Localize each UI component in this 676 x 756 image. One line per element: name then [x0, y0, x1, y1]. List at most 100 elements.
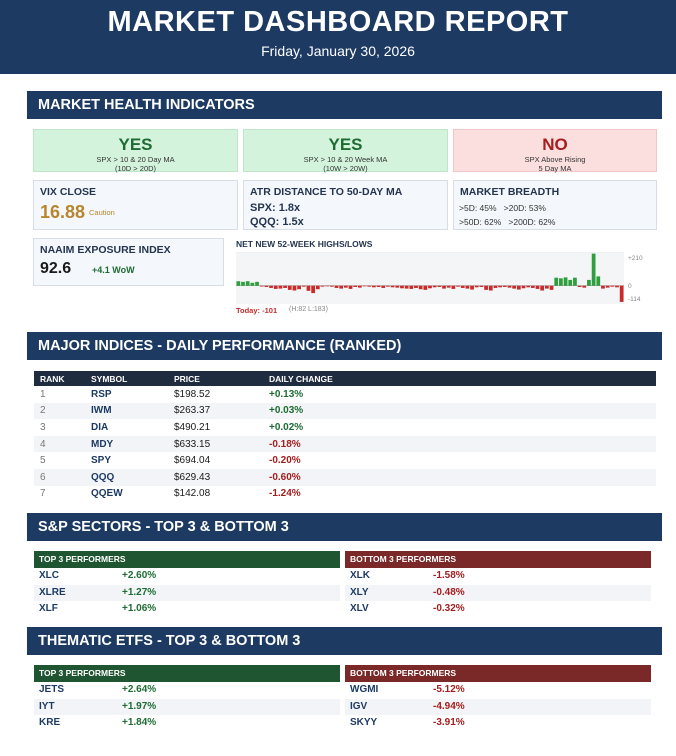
signal-value: YES [328, 135, 363, 154]
atr-qqq: QQQ: 1.5x [250, 216, 304, 228]
signal-desc-sub: (10W > 20W) [323, 164, 368, 173]
highs-lows-label: NET NEW 52-WEEK HIGHS/LOWS [236, 239, 373, 249]
naaim-card: NAAIM EXPOSURE INDEX 92.6 +4.1 WoW [33, 238, 224, 286]
highs-lows-bar [339, 285, 344, 289]
table-row: 3 DIA $490.21 +0.02% [34, 419, 656, 436]
symbol: XLY [350, 586, 369, 598]
price-cell: $633.15 [168, 435, 263, 453]
symbol-cell: QQEW [91, 488, 123, 500]
highs-lows-today: Today: -101 [236, 306, 278, 315]
change-cell: -0.18% [263, 435, 656, 453]
highs-lows-bar [400, 285, 404, 289]
atr-spx: SPX: 1.8x [250, 202, 301, 214]
symbol: SKYY [350, 717, 378, 728]
change: -3.91% [433, 717, 465, 728]
highs-lows-bar [241, 281, 245, 286]
table-row: 1 RSP $198.52 +0.13% [34, 386, 656, 403]
highs-lows-bar [568, 279, 573, 286]
highs-lows-bar [376, 285, 381, 287]
highs-lows-bar [451, 285, 456, 289]
rank-cell: 4 [34, 435, 85, 453]
thematic-top-list: JETS +2.64% IYT +1.97% KRE +1.84% [34, 682, 340, 732]
highs-lows-bar [236, 281, 241, 286]
highs-lows-bar [456, 285, 460, 287]
highs-lows-bar [470, 285, 474, 290]
col-change: DAILY CHANGE [263, 371, 656, 386]
highs-lows-bar [526, 285, 531, 288]
highs-lows-bar [479, 285, 484, 287]
list-item: IGV -4.94% [345, 698, 651, 715]
symbol: XLF [39, 603, 58, 614]
highs-lows-bar [255, 281, 259, 286]
change: -5.12% [433, 684, 465, 695]
highs-lows-bar [601, 285, 605, 289]
highs-lows-bar [488, 285, 493, 291]
symbol-cell: IWM [85, 402, 168, 420]
highs-lows-bar [563, 277, 568, 286]
highs-lows-bar [250, 282, 255, 286]
change: +1.84% [122, 717, 157, 728]
change: -4.94% [433, 700, 465, 712]
breadth-short: >5D: 45% >20D: 53% [459, 203, 546, 213]
symbol: WGMI [350, 684, 379, 695]
sectors-top-header: TOP 3 PERFORMERS [34, 551, 340, 568]
highs-lows-bar [278, 285, 283, 289]
highs-lows-bar [409, 285, 414, 289]
rank-cell: 2 [34, 402, 85, 420]
list-item: XLY -0.48% [345, 584, 651, 601]
change: +2.64% [122, 684, 157, 695]
change: -1.58% [433, 570, 465, 581]
highs-lows-bar [540, 285, 545, 291]
change-cell: -0.60% [263, 468, 656, 486]
thematic-bottom-header: BOTTOM 3 PERFORMERS [345, 665, 651, 682]
highs-lows-bar [432, 285, 437, 288]
atr-label: ATR DISTANCE TO 50-DAY MA [250, 186, 403, 198]
chart-background [236, 252, 624, 304]
highs-lows-chart: +210 0 -114 [236, 252, 643, 304]
symbol-cell: MDY [85, 435, 168, 453]
highs-lows-bar [381, 285, 386, 288]
highs-lows-bar [306, 285, 311, 291]
atr-card: ATR DISTANCE TO 50-DAY MA SPX: 1.8x QQQ:… [243, 180, 448, 230]
highs-lows-bar [530, 285, 535, 288]
highs-lows-bar [311, 285, 315, 294]
highs-lows-bar [315, 285, 320, 290]
highs-lows-bar [498, 285, 502, 288]
highs-lows-bar [264, 285, 269, 287]
change-cell: +0.02% [269, 421, 304, 433]
highs-lows-bar [582, 285, 587, 288]
highs-lows-bar [535, 285, 540, 289]
highs-lows-bar [418, 285, 423, 290]
rank-cell: 6 [34, 468, 85, 486]
rank-cell: 7 [40, 488, 46, 500]
breadth-long: >50D: 62% >200D: 62% [459, 217, 556, 227]
change: +2.60% [122, 570, 157, 581]
report-title: MARKET DASHBOARD REPORT [107, 6, 569, 38]
highs-lows-bar [292, 285, 297, 291]
rank-cell: 3 [40, 421, 46, 433]
price-cell: $490.21 [174, 421, 211, 433]
vix-note: Caution [89, 208, 115, 217]
list-item: XLV -0.32% [345, 601, 651, 618]
symbol: IYT [39, 700, 55, 712]
col-price: PRICE [168, 371, 263, 386]
highs-lows-range: (H:82 L:183) [289, 306, 328, 313]
table-row: 6 QQQ $629.43 -0.60% [34, 468, 656, 486]
symbol: XLRE [39, 586, 66, 598]
highs-lows-bar [329, 285, 334, 287]
col-rank: RANK [34, 371, 85, 386]
price-cell: $694.04 [174, 455, 211, 467]
highs-lows-bar [619, 285, 624, 302]
indices-header-row: RANK SYMBOL PRICE DAILY CHANGE [34, 371, 656, 386]
symbol: XLC [39, 570, 59, 581]
change-cell: +0.03% [263, 402, 656, 420]
symbol: XLK [350, 570, 370, 581]
price-cell: $198.52 [174, 388, 211, 400]
section-thematic-title: THEMATIC ETFS - TOP 3 & BOTTOM 3 [27, 627, 662, 655]
highs-lows-bar [516, 285, 521, 290]
highs-lows-bar [554, 277, 559, 286]
highs-lows-bar [287, 285, 292, 290]
highs-lows-bar [259, 285, 264, 287]
highs-lows-bar [245, 281, 250, 286]
highs-lows-bar [493, 285, 498, 288]
